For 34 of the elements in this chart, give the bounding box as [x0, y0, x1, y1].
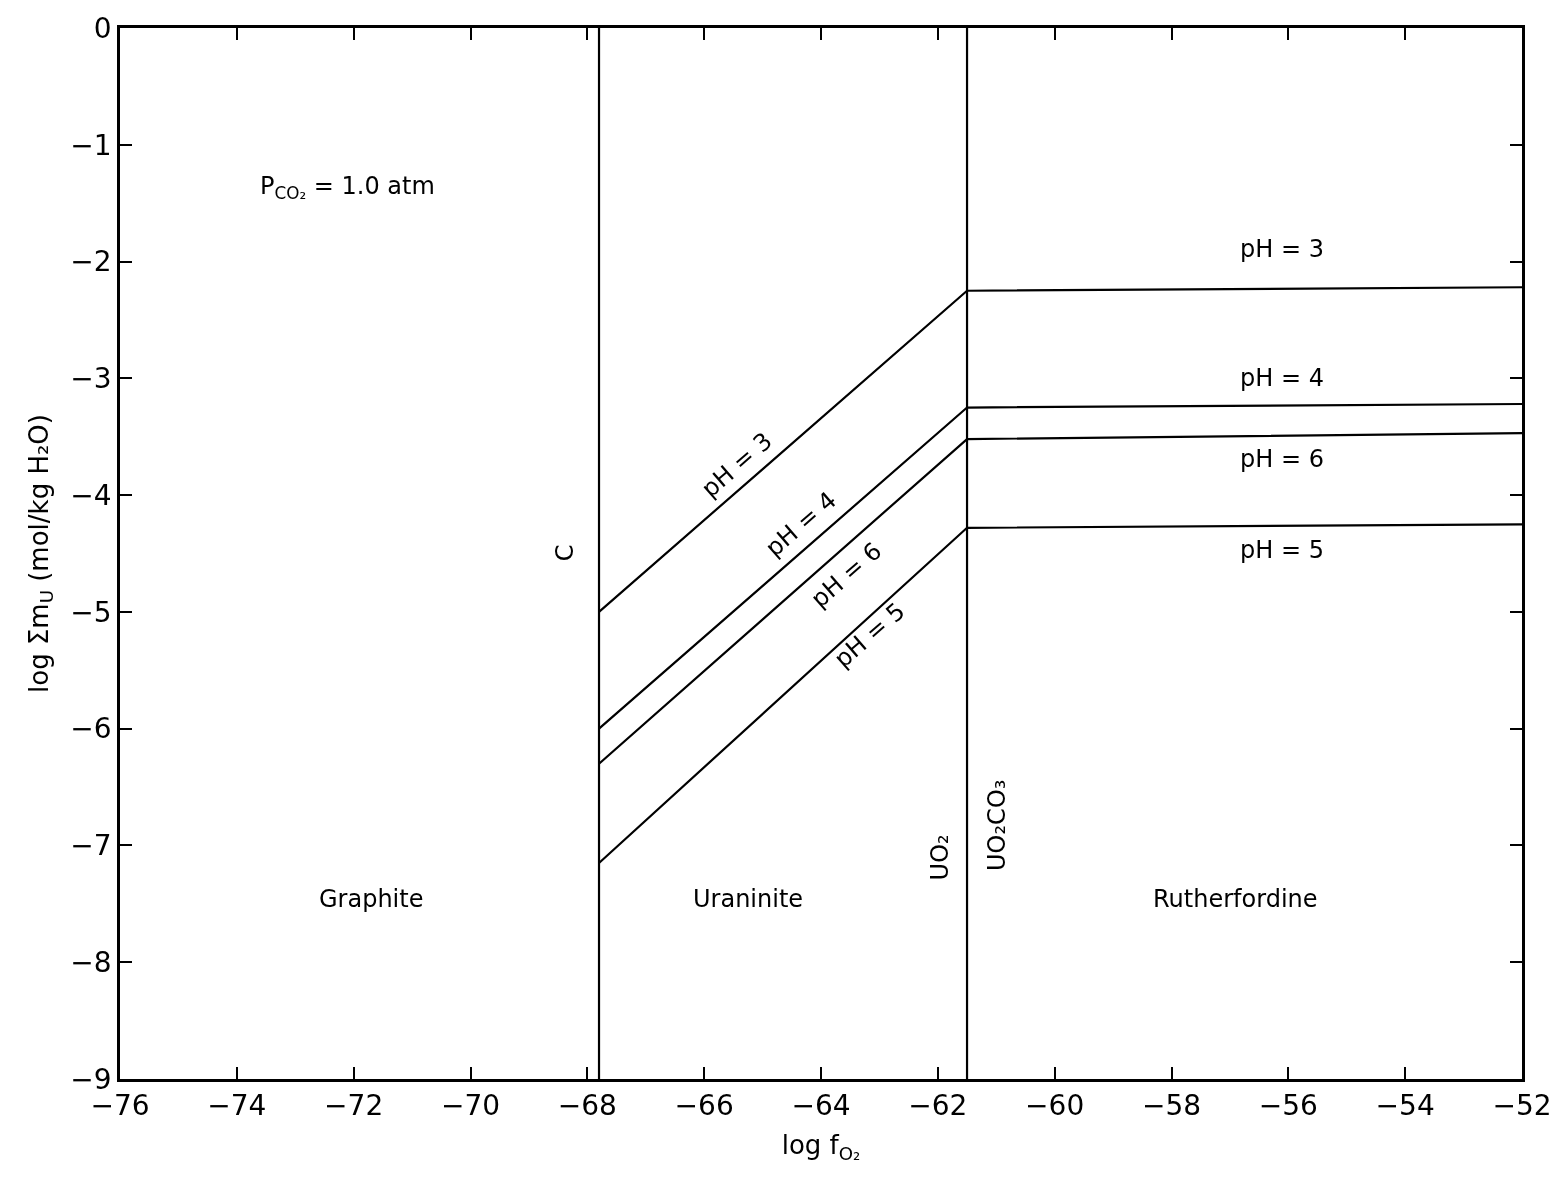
x-tick-label: −60 — [1025, 1089, 1085, 1123]
x-tick-label: −52 — [1492, 1089, 1552, 1123]
y-tick-label: −5 — [70, 595, 112, 629]
y-tick-label: −6 — [70, 712, 112, 746]
x-axis-title: log f$_{O₂}$ — [781, 1130, 861, 1164]
x-tick-label: −58 — [1141, 1089, 1202, 1123]
annotation: UO₂ — [925, 834, 954, 881]
annotation: Uraninite — [693, 885, 804, 913]
x-tick-label: −72 — [324, 1089, 384, 1123]
x-tick-label: −54 — [1375, 1089, 1435, 1123]
annotation: pH = 6 — [1240, 445, 1324, 473]
y-tick-label: −3 — [70, 362, 112, 396]
annotation: pH = 5 — [828, 597, 911, 674]
annotation: pH = 4 — [1240, 364, 1324, 392]
x-tick-label: −74 — [207, 1089, 267, 1123]
annotation: C — [551, 544, 580, 562]
x-tick-label: −64 — [791, 1089, 851, 1123]
x-tick-label: −70 — [440, 1089, 501, 1123]
y-tick-label: −7 — [70, 829, 112, 863]
x-tick-label: −68 — [557, 1089, 617, 1123]
y-tick-label: −4 — [70, 478, 112, 512]
y-tick-label: −2 — [70, 245, 112, 279]
y-tick-label: −1 — [70, 128, 112, 162]
annotation: pH = 3 — [1240, 235, 1324, 263]
annotation: Rutherfordine — [1153, 885, 1318, 913]
y-tick-label: 0 — [93, 11, 112, 45]
x-tick-label: −56 — [1258, 1089, 1318, 1123]
annotation: Graphite — [319, 885, 424, 913]
y-tick-label: −8 — [70, 946, 112, 980]
annotation: UO₂CO₃ — [982, 779, 1011, 871]
x-tick-label: −66 — [674, 1089, 734, 1123]
annotation: pH = 5 — [1240, 536, 1324, 564]
annotation: P$_{CO₂}$ = 1.0 atm — [260, 172, 435, 204]
x-tick-label: −62 — [908, 1089, 968, 1123]
